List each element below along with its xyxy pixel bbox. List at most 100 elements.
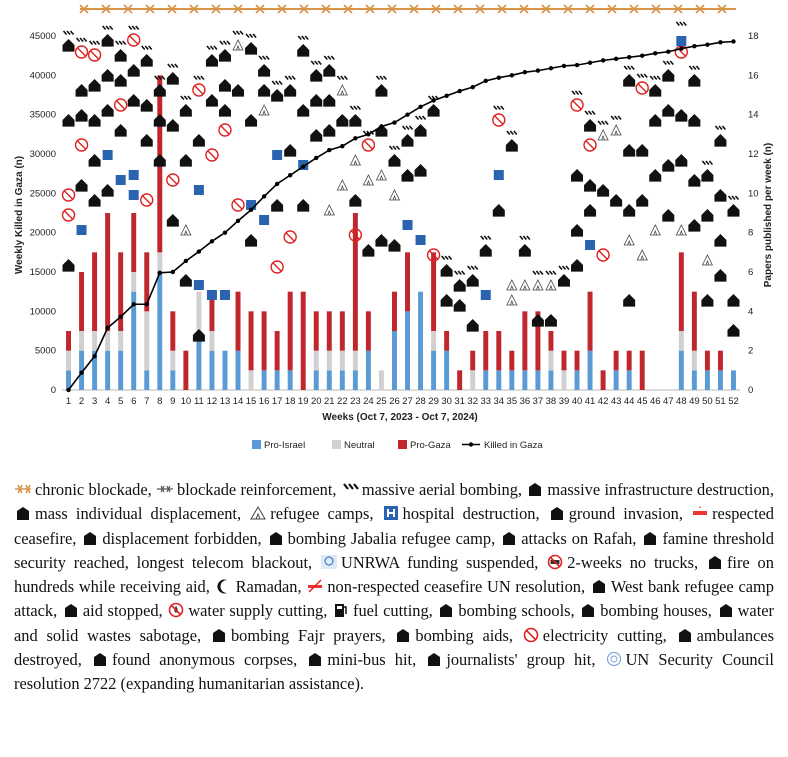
killed-point [144,302,149,307]
house-icon [414,164,427,177]
tent-icon [232,39,244,51]
house-icon [88,194,101,207]
no-sign-icon [113,98,128,112]
house-icon [662,159,675,172]
house-icon [245,114,258,127]
house-icon [623,204,636,217]
house-icon [153,114,166,127]
caption-text: UN Security Council resolution 2722 (exp… [14,650,774,694]
missiles-icon [375,75,388,81]
legend-marker-killed [468,442,474,447]
y2-tick-label: 0 [748,385,753,396]
bar-neutral [131,272,137,292]
house-icon [258,64,271,77]
caption-text: mass individual displacement, [35,504,242,524]
x-tick-label: 24 [363,396,374,407]
house-icon [349,114,362,127]
missiles-icon [506,130,518,136]
house-icon [662,104,675,117]
bar-pro-gaza [313,311,319,351]
house-icon [427,104,440,117]
caption-text: West bank refugee camp attack, [14,577,774,621]
missiles-icon [388,145,401,151]
bar-pro-gaza [300,291,306,390]
missiles-icon [284,75,296,81]
house-icon [349,194,362,207]
house-icon [401,169,414,182]
bar-pro-gaza [92,252,98,331]
bar-pro-israel [626,370,632,390]
missiles-icon [414,115,427,121]
house-icon [153,154,166,167]
x-tick-label: 10 [181,396,192,407]
wire-barb [299,4,309,14]
caption-item: chronic blockade, [14,480,152,499]
missiles-icon [584,110,596,116]
waste-icon [719,604,732,618]
wire-barb [167,4,177,14]
killed-point [522,69,528,75]
caption-text: 2-weeks no trucks, [567,552,699,572]
y2-axis-title: Papers published per week (n) [763,143,774,287]
y-tick-label: 15000 [30,267,56,278]
house-icon [179,274,192,287]
killed-point [705,42,710,47]
legend-label-pro-israel: Pro-Israel [264,440,305,451]
y-axis-ticks: 0 5000 10000 15000 20000 25000 30000 35000 40000… [30,31,56,396]
missiles-icon [206,45,218,51]
house-icon [675,154,688,167]
x-tick-label: 47 [663,396,674,407]
bar-neutral [691,350,697,371]
caption-text: refugee camps, [270,504,374,524]
bar-series [66,75,736,390]
house-icon [284,144,297,157]
killed-point [613,56,619,62]
bar-neutral [196,291,202,331]
tent-icon [506,279,518,291]
tent-icon [336,84,348,96]
corpses-icon [93,653,106,667]
missiles-icon [636,73,648,79]
house-icon [701,169,714,182]
house-icon [582,604,595,618]
x-tick-label: 25 [376,396,387,407]
missiles-icon [675,21,687,27]
missiles-icon [62,30,75,36]
house-icon [597,184,610,197]
x-tick-label: 4 [105,396,110,407]
no-sign-slash [142,195,152,205]
house-icon [714,269,727,282]
hospital-icon [585,240,596,250]
caption-text: ground invasion, [568,504,683,524]
missiles-icon [180,95,192,101]
house-icon [714,234,727,247]
tent-icon [597,129,609,141]
bar-pro-gaza [613,350,619,371]
tent-icon [623,234,635,246]
missiles-icon [310,60,322,66]
y-tick-label: 35000 [30,110,56,121]
fuel-icon [335,604,347,618]
killed-point [314,155,319,161]
bar-pro-israel [613,370,619,390]
killed-point [509,73,515,78]
bar-pro-israel [92,350,98,390]
house-icon [701,294,714,307]
no-sign-slash [129,35,139,45]
house-icon [557,274,570,287]
killed-point [366,132,371,137]
bar-pro-gaza [105,213,111,331]
house-icon [571,224,584,237]
bar-pro-gaza [131,213,137,272]
chart: 0 5000 10000 15000 20000 25000 30000 35000 40000… [14,4,774,451]
bar-neutral [105,331,111,351]
house-icon [101,184,114,197]
bar-neutral [431,331,437,351]
missiles-icon [727,195,740,201]
bar-neutral [79,331,85,351]
house-icon [375,234,388,247]
bombing-aids-icon [397,628,410,642]
bar-neutral [144,311,150,371]
no-sign-slash [220,125,230,135]
killed-point [157,270,162,275]
